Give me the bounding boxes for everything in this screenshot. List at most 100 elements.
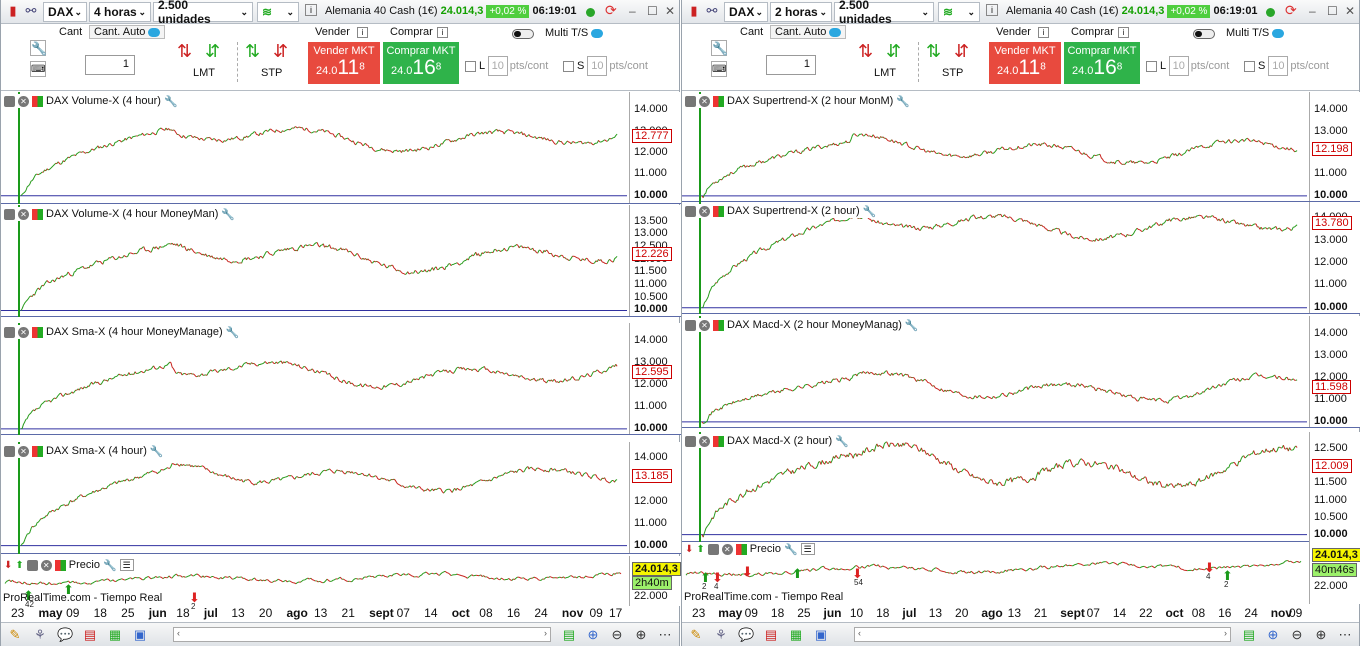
help-bubble-icon[interactable] — [591, 28, 604, 38]
limit-sell-arrow-icon[interactable]: ⇵ — [886, 41, 902, 61]
close-panel-icon[interactable]: ✕ — [18, 445, 29, 457]
wrench-icon[interactable]: 🔧 — [221, 208, 236, 221]
collapse-panel-icon[interactable] — [26, 559, 38, 571]
price-panel[interactable]: ⬇ ⬆ ✕ Precio 🔧 ☰ ⬆ 42 ⬆ ⬇ 2 24.014,3 2h40m 22.000 — [1, 556, 681, 611]
quantity-input[interactable]: 1 — [766, 55, 816, 75]
scroll-right-icon[interactable]: › — [1224, 628, 1227, 638]
cant-auto-toggle[interactable]: Cant. Auto — [770, 25, 847, 39]
multi-ts-toggle[interactable] — [512, 29, 534, 39]
x-axis[interactable]: 23 may 09 18 25 jun 18 jul 13 20 ago 13 21 sept 07 14 oc… — [1, 605, 627, 621]
pencil-icon[interactable]: ✎ — [9, 627, 21, 642]
collapse-panel-icon[interactable] — [4, 326, 15, 338]
wrench-icon[interactable]: 🔧 — [783, 543, 798, 556]
buy-trade-marker[interactable]: ⬆ — [792, 566, 803, 581]
price-chart[interactable] — [1, 556, 627, 606]
sell-order-icon[interactable]: ⬇ — [4, 559, 13, 571]
limit-sell-arrow-icon[interactable]: ⇵ — [205, 41, 221, 61]
indicator-panel[interactable]: ✕ DAX Macd-X (2 hour MoneyManag) 🔧 14.000 13… — [682, 316, 1360, 428]
collapse-panel-icon[interactable] — [4, 445, 15, 457]
sell-trade-marker[interactable]: ⬇ 2 — [189, 590, 200, 611]
bar-chart-icon[interactable]: ▤ — [562, 627, 576, 642]
info-icon[interactable]: i — [357, 27, 368, 38]
close-panel-icon[interactable]: ✕ — [721, 543, 733, 555]
minimize-icon[interactable]: – — [1309, 4, 1316, 18]
sell-order-icon[interactable]: ⬇ — [685, 543, 694, 555]
list-icon[interactable]: ☰ — [119, 559, 134, 571]
indicator-panel[interactable]: ✕DAX Supertrend-X (2 hour)🔧14.00013.0001… — [682, 202, 1360, 314]
zoom-in-icon[interactable]: ⊕ — [635, 627, 647, 642]
wrench-icon[interactable]: 🔧 — [30, 40, 48, 56]
timeframe-selector[interactable]: 4 horas ⌄ — [89, 2, 151, 22]
stop-checkbox[interactable] — [1244, 60, 1255, 72]
y-axis[interactable]: 13.50013.00012.50012.00011.50011.00010.5… — [629, 205, 681, 316]
sell-trade-marker[interactable]: ⬇ 4 — [1204, 560, 1215, 581]
units-selector[interactable]: 2.500 unidades ⌄ — [153, 0, 253, 26]
collapse-panel-icon[interactable] — [685, 319, 696, 331]
keyboard-icon[interactable]: ⌨ — [711, 61, 727, 77]
y-axis[interactable]: 14.000 13.000 12.000 11.000 10.000 11.598 — [1309, 316, 1360, 427]
indicator-selector[interactable]: ≋ ⌄ — [257, 2, 299, 22]
equity-curve-chart[interactable] — [1, 442, 627, 554]
buy-market-button[interactable]: Comprar MKT 24.0168 — [1064, 42, 1140, 84]
horizontal-scrollbar[interactable]: ‹ › — [854, 627, 1231, 642]
close-icon[interactable]: ✕ — [1345, 4, 1356, 18]
equity-curve-chart[interactable] — [682, 432, 1307, 542]
options-icon[interactable]: ⋯ — [658, 627, 672, 642]
grid-icon[interactable]: ▦ — [789, 627, 803, 642]
equity-curve-chart[interactable] — [682, 92, 1307, 202]
close-panel-icon[interactable]: ✕ — [699, 95, 710, 107]
collapse-panel-icon[interactable] — [707, 543, 719, 555]
buy-order-icon[interactable]: ⬆ — [15, 559, 24, 571]
wrench-icon[interactable]: 🔧 — [904, 319, 919, 332]
wrench-icon[interactable]: 🔧 — [896, 95, 910, 108]
sell-market-button[interactable]: Vender MKT 24.0118 — [308, 42, 380, 84]
scroll-left-icon[interactable]: ‹ — [177, 628, 180, 638]
limit-buy-arrow-icon[interactable]: ⇅ — [177, 41, 193, 61]
info-icon[interactable]: i — [1118, 27, 1129, 38]
share-icon[interactable]: ⚘ — [715, 627, 727, 642]
instrument-selector[interactable]: DAX ⌄ — [43, 2, 87, 22]
indicator-selector[interactable]: ≋ ⌄ — [938, 2, 980, 22]
help-bubble-icon[interactable] — [1272, 28, 1285, 38]
price-y-axis[interactable]: 24.014,3 2h40m 22.000 — [629, 556, 681, 606]
quantity-input[interactable]: 1 — [85, 55, 135, 75]
timeframe-selector[interactable]: 2 horas ⌄ — [770, 2, 832, 22]
equity-curve-chart[interactable] — [1, 205, 627, 317]
horizontal-scrollbar[interactable]: ‹ › — [173, 627, 551, 642]
indicator-panel[interactable]: ✕ DAX Supertrend-X (2 hour MonM) 🔧 14.000 13… — [682, 92, 1360, 202]
buy-trade-marker[interactable]: ⬆ 2 — [1222, 568, 1233, 589]
wrench-icon[interactable]: 🔧 — [835, 435, 849, 448]
chart-type-icon[interactable]: ▮ — [690, 3, 698, 18]
limit-points-input[interactable]: 10 — [1168, 56, 1189, 76]
equity-curve-chart[interactable] — [1, 323, 627, 435]
stop-points-input[interactable]: 10 — [587, 56, 608, 76]
close-panel-icon[interactable]: ✕ — [699, 205, 710, 217]
stop-points-input[interactable]: 10 — [1268, 56, 1289, 76]
wrench-icon[interactable]: 🔧 — [225, 326, 240, 339]
indicator-panel[interactable]: ✕DAX Volume-X (4 hour)🔧14.00013.00012.00… — [1, 92, 681, 204]
indicator-panel[interactable]: ✕ DAX Sma-X (4 hour MoneyManage) 🔧 14.000 13… — [1, 323, 681, 435]
sell-trade-marker[interactable]: ⬇ 4 — [712, 570, 723, 591]
list-icon[interactable]: ▤ — [764, 627, 778, 642]
list-icon[interactable]: ☰ — [800, 543, 815, 555]
stop-sell-arrow-icon[interactable]: ⇵ — [273, 41, 289, 61]
indicator-panel[interactable]: ✕DAX Sma-X (4 hour)🔧14.00013.00012.00011… — [1, 442, 681, 554]
bar-chart-icon[interactable]: ▤ — [1242, 627, 1256, 642]
chat-icon[interactable]: 💬 — [738, 627, 755, 642]
wrench-icon[interactable]: 🔧 — [711, 40, 729, 56]
buy-order-icon[interactable]: ⬆ — [696, 543, 705, 555]
sell-trade-marker[interactable]: ⬇ — [742, 564, 753, 579]
info-icon[interactable]: i — [305, 4, 317, 16]
indicator-panel[interactable]: ✕DAX Macd-X (2 hour)🔧12.50012.00011.5001… — [682, 432, 1360, 542]
instrument-selector[interactable]: DAX ⌄ — [724, 2, 768, 22]
collapse-panel-icon[interactable] — [685, 435, 696, 447]
buy-trade-marker[interactable]: ⬆ 2 — [700, 570, 711, 591]
grid-icon[interactable]: ▦ — [108, 627, 122, 642]
link-icon[interactable]: ⚯ — [25, 3, 37, 18]
list-icon[interactable]: ▤ — [83, 627, 97, 642]
minimize-icon[interactable]: – — [629, 4, 636, 18]
